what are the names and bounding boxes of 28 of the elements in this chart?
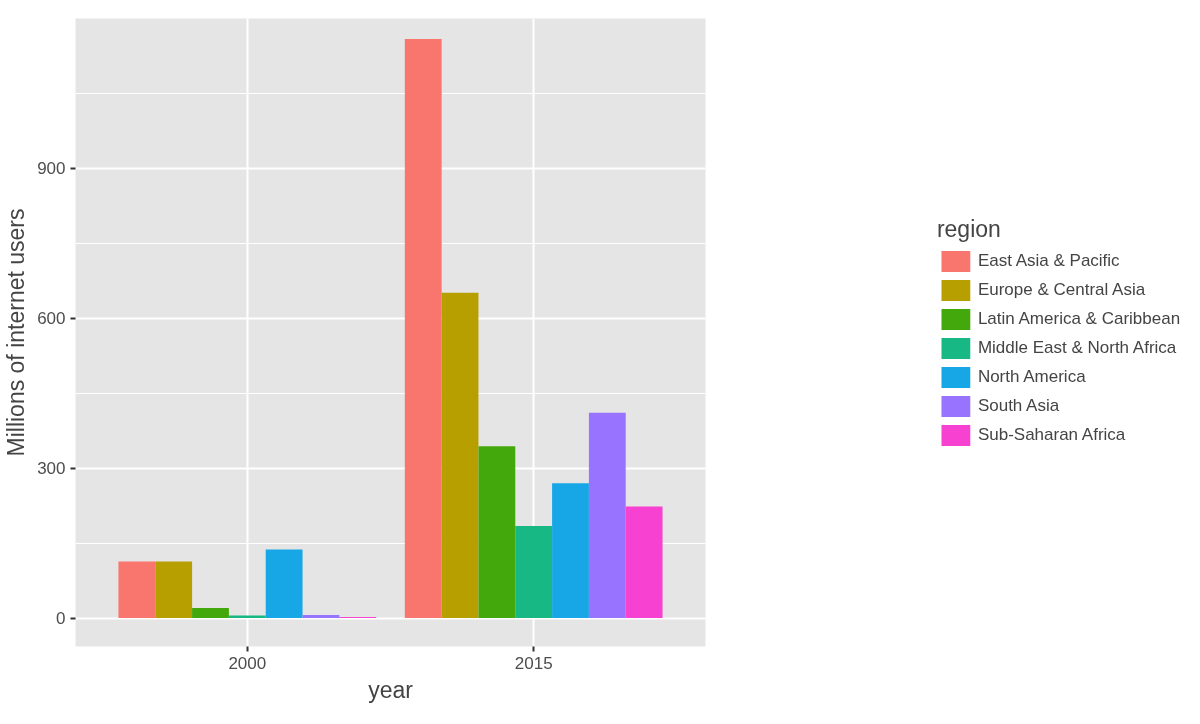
legend-label: South Asia — [977, 395, 1060, 417]
bar — [192, 608, 229, 619]
bar — [155, 561, 193, 619]
legend-label: North America — [977, 366, 1086, 388]
legend-label: Latin America & Caribbean — [977, 308, 1181, 330]
y-axis-title: Millions of internet users — [3, 208, 30, 457]
bar — [478, 446, 516, 619]
x-tick-label: 2015 — [514, 653, 553, 673]
bar — [441, 292, 479, 619]
x-axis-title: year — [368, 676, 414, 703]
legend-label: Europe & Central Asia — [977, 279, 1146, 301]
bar — [265, 549, 303, 619]
bar — [588, 412, 626, 619]
y-tick-label: 600 — [37, 309, 66, 329]
y-tick-label: 0 — [56, 609, 66, 629]
y-tick-label: 900 — [37, 159, 66, 179]
legend-title: region — [936, 216, 1002, 243]
bar — [118, 561, 156, 619]
bar — [404, 38, 442, 619]
legend-label: Sub-Saharan Africa — [977, 424, 1126, 446]
bar — [552, 483, 589, 619]
bar — [302, 615, 340, 619]
bar — [515, 526, 553, 619]
x-tick-label: 2000 — [228, 653, 267, 673]
bar — [625, 506, 663, 619]
legend-label: East Asia & Pacific — [977, 250, 1120, 272]
legend-label: Middle East & North Africa — [977, 337, 1177, 359]
y-tick-label: 300 — [37, 459, 66, 479]
